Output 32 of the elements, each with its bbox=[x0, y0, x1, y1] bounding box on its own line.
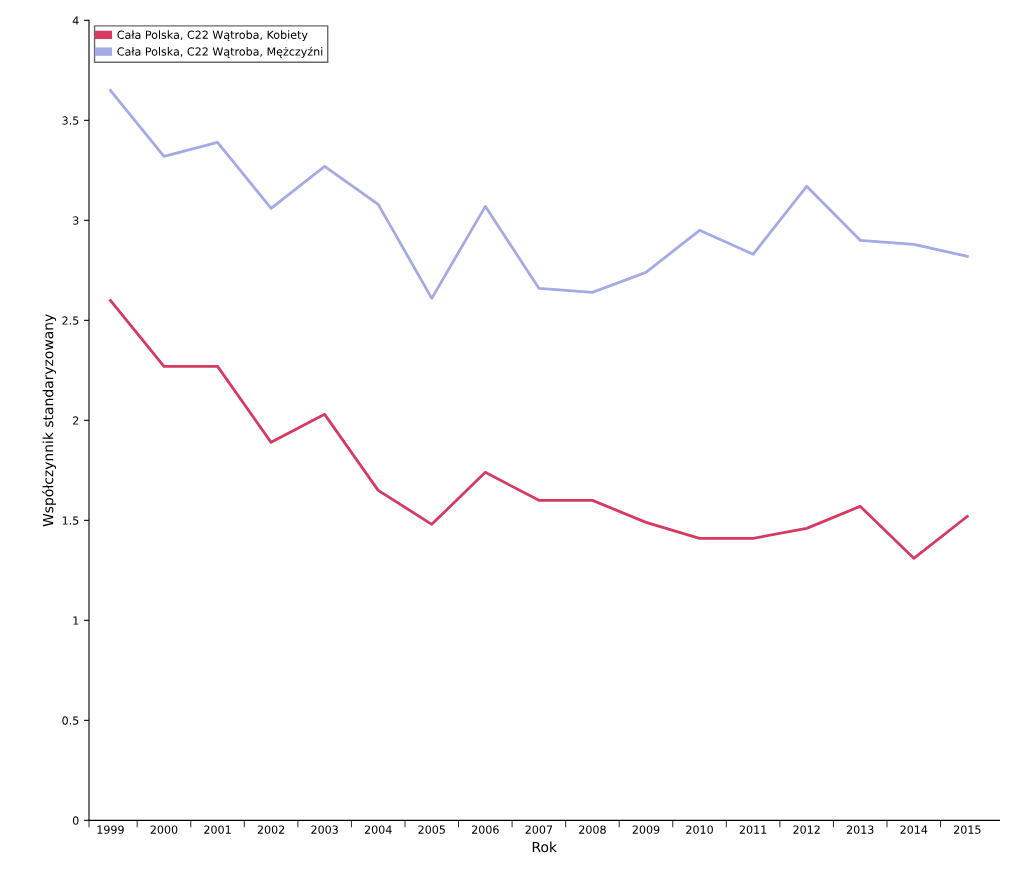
x-tick-label: 2006 bbox=[472, 825, 499, 834]
x-tick-label: 2007 bbox=[525, 825, 553, 834]
legend-label: Cała Polska, C22 Wątroba, Kobiety bbox=[117, 30, 308, 42]
x-axis-title: Rok bbox=[532, 841, 557, 853]
x-tick-label: 2010 bbox=[686, 825, 713, 834]
x-tick-label: 2009 bbox=[632, 825, 660, 834]
x-tick-label: 2001 bbox=[204, 825, 231, 834]
x-tick-label: 2005 bbox=[418, 825, 445, 834]
y-tick-label: 4 bbox=[72, 16, 79, 25]
line-series bbox=[109, 298, 969, 560]
x-tick-label: 2003 bbox=[311, 825, 338, 834]
x-tick-label: 2008 bbox=[579, 825, 606, 834]
x-tick-label: 1999 bbox=[97, 825, 124, 834]
x-tick-label: 2011 bbox=[739, 825, 767, 834]
x-tick-label: 2015 bbox=[954, 825, 981, 834]
legend-label: Cała Polska, C22 Wątroba, Mężczyźni bbox=[117, 46, 323, 58]
x-tick-label: 2013 bbox=[846, 825, 874, 834]
x-tick-label: 2012 bbox=[793, 825, 820, 834]
y-tick-label: 1.5 bbox=[62, 516, 79, 525]
y-tick-label: 3.5 bbox=[62, 116, 79, 125]
x-tick-label: 2004 bbox=[364, 825, 392, 834]
y-tick-label: 0.5 bbox=[62, 716, 79, 725]
y-tick-label: 1 bbox=[73, 616, 79, 625]
x-tick-label: 2014 bbox=[900, 825, 928, 834]
x-tick-label: 2000 bbox=[150, 825, 178, 834]
y-tick-label: 2 bbox=[73, 416, 79, 425]
line-series bbox=[109, 88, 969, 300]
y-tick-label: 0 bbox=[72, 816, 79, 825]
y-tick-label: 2.5 bbox=[62, 316, 79, 325]
y-tick-label: 3 bbox=[73, 216, 79, 225]
x-tick-label: 2002 bbox=[257, 825, 285, 834]
y-axis-title: Współczynnik standaryzowany bbox=[42, 314, 57, 527]
